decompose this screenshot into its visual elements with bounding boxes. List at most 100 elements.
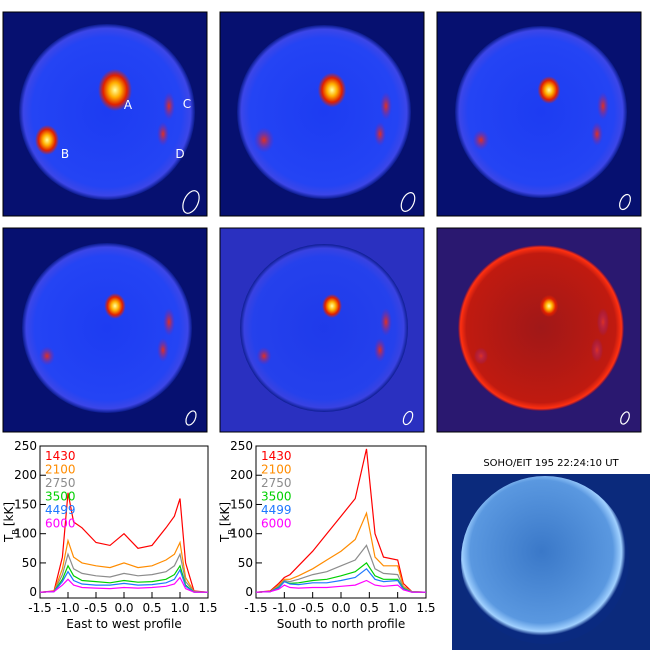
y-tick-label: 100 <box>230 527 253 541</box>
series-line <box>39 552 209 593</box>
source-d <box>157 122 169 146</box>
x-tick-label: 1.0 <box>388 601 407 615</box>
source-b <box>473 347 489 365</box>
source-label: D <box>175 147 184 161</box>
series-line <box>39 564 208 593</box>
y-tick-label: 250 <box>14 439 37 453</box>
series-line <box>255 511 427 593</box>
y-axis-label-part: T <box>2 534 16 543</box>
source-c <box>597 92 609 120</box>
x-tick-label: -1.5 <box>28 601 51 615</box>
y-tick-label: 200 <box>14 468 37 482</box>
source-c <box>597 308 609 336</box>
solar-disk <box>19 24 195 200</box>
source-d <box>374 122 386 146</box>
legend-entry: 2100 <box>261 463 292 477</box>
x-axis-label: South to north profile <box>277 617 405 631</box>
legend-entry: 4499 <box>45 503 76 517</box>
legend-entry: 6000 <box>45 517 76 531</box>
beam <box>185 410 197 426</box>
source-a <box>104 293 126 319</box>
source-b <box>256 347 272 365</box>
radio-panel <box>436 227 642 433</box>
x-tick-label: 1.5 <box>198 601 217 615</box>
y-axis-label-part: T <box>218 534 232 543</box>
x-tick-label: -1.0 <box>56 601 79 615</box>
series-line <box>39 568 208 593</box>
series-line <box>39 492 209 593</box>
source-a <box>539 294 559 318</box>
solar-disk <box>237 25 411 199</box>
series-line <box>255 544 427 593</box>
legend-entry: 2750 <box>261 476 292 490</box>
y-axis-label-part: [kK] <box>2 502 16 526</box>
x-axis-label: East to west profile <box>66 617 181 631</box>
beam <box>402 410 414 426</box>
solar-disk <box>22 243 192 413</box>
x-tick-label: -1.0 <box>273 601 296 615</box>
solar-disk <box>455 26 627 198</box>
beam <box>620 411 630 425</box>
x-tick-label: 1.5 <box>416 601 435 615</box>
radio-panel <box>436 11 642 217</box>
legend-entry: 6000 <box>261 517 292 531</box>
y-tick-label: 0 <box>29 585 37 599</box>
source-a <box>317 72 347 108</box>
beam <box>400 192 416 212</box>
y-tick-label: 150 <box>230 497 253 511</box>
y-tick-label: 50 <box>22 556 37 570</box>
series-line <box>39 538 209 593</box>
source-c <box>380 92 392 120</box>
source-a <box>98 69 132 111</box>
source-c <box>163 308 175 336</box>
series-line <box>255 448 427 593</box>
legend-entry: 1430 <box>261 449 292 463</box>
source-c <box>380 308 392 336</box>
y-tick-label: 250 <box>230 439 253 453</box>
y-tick-label: 100 <box>14 527 37 541</box>
source-d <box>591 122 603 146</box>
source-label: A <box>124 98 133 112</box>
source-d <box>157 338 169 362</box>
series-line <box>255 579 426 593</box>
series-line <box>39 576 208 593</box>
radio-panel <box>2 227 208 433</box>
y-tick-label: 200 <box>230 468 253 482</box>
beam <box>182 190 200 214</box>
source-a <box>322 294 342 318</box>
y-tick-label: 50 <box>238 556 253 570</box>
source-a <box>537 76 561 104</box>
y-tick-label: 0 <box>245 585 253 599</box>
legend-entry: 3500 <box>261 490 292 504</box>
x-tick-label: 0.5 <box>360 601 379 615</box>
source-b <box>39 346 55 366</box>
solar-disk <box>240 244 408 412</box>
source-d <box>374 338 386 362</box>
source-b <box>472 129 490 151</box>
x-tick-label: -0.5 <box>84 601 107 615</box>
soho-title: SOHO/EIT 195 22:24:10 UT <box>483 458 619 469</box>
x-tick-label: -0.5 <box>301 601 324 615</box>
x-tick-label: 0.0 <box>114 601 133 615</box>
y-axis-label-part: B <box>227 529 236 535</box>
solar-disk <box>458 245 624 411</box>
legend-entry: 2100 <box>45 463 76 477</box>
series-line <box>255 567 426 593</box>
legend-entry: 2750 <box>45 476 76 490</box>
source-c <box>163 92 175 120</box>
x-tick-label: 1.0 <box>170 601 189 615</box>
radio-panel <box>219 227 425 433</box>
soho-disk <box>461 476 629 644</box>
legend-entry: 4499 <box>261 503 292 517</box>
source-d <box>591 338 603 362</box>
y-axis-label-part: B <box>11 529 20 535</box>
y-axis-label: TB [kK] <box>218 502 236 543</box>
y-axis-label-part: [kK] <box>218 502 232 526</box>
radio-panel <box>219 11 425 217</box>
x-tick-label: -1.5 <box>244 601 267 615</box>
radio-panel: A B C D <box>2 11 208 217</box>
source-b <box>35 125 59 155</box>
source-b <box>253 127 275 153</box>
y-tick-label: 150 <box>14 497 37 511</box>
